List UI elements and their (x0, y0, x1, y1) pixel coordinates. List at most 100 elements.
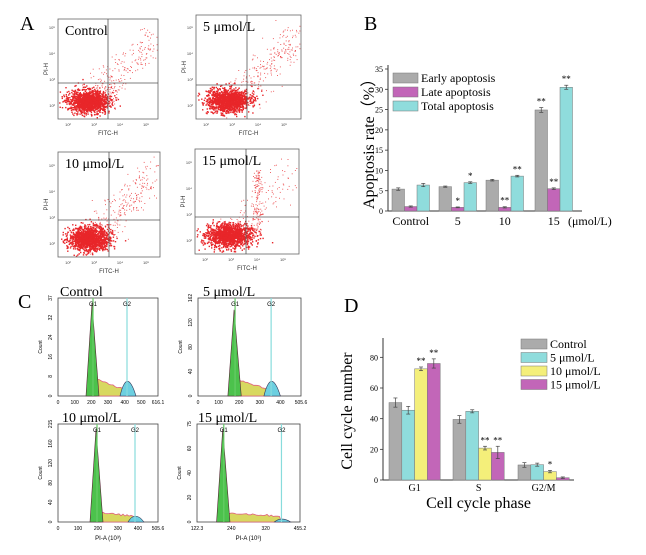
scatter-point (101, 99, 104, 101)
scatter-point (273, 56, 275, 58)
scatter-point (92, 240, 94, 243)
scatter-point (102, 95, 104, 97)
scatter-point (208, 90, 210, 92)
scatter-point (213, 92, 215, 94)
scatter-point (294, 50, 296, 52)
scatter-point (120, 209, 122, 211)
scatter-point (201, 102, 204, 104)
scatter-point (228, 108, 230, 110)
scatter-point (101, 83, 103, 85)
scatter-point (154, 171, 156, 173)
scatter-point (139, 57, 141, 59)
scatter-point (125, 53, 127, 55)
scatter-point (141, 185, 143, 187)
scatter-point (295, 36, 297, 38)
scatter-point (87, 113, 89, 115)
scatter-point (232, 96, 235, 98)
scatter-point (81, 230, 83, 233)
scatter-point (245, 90, 247, 93)
scatter-point (90, 72, 91, 74)
scatter-point (239, 100, 241, 103)
scatter-point (84, 230, 86, 232)
scatter-point (140, 59, 142, 61)
scatter-point (94, 103, 96, 105)
scatter-point (230, 87, 232, 89)
scatter-point (89, 244, 92, 246)
scatter-point (86, 238, 88, 241)
scatter-point (124, 209, 126, 211)
scatter-point (228, 94, 230, 97)
scatter-point (222, 92, 224, 94)
scatter-point (122, 195, 124, 197)
scatter-point (118, 59, 120, 61)
scatter-point (120, 214, 122, 216)
scatter-point (299, 25, 301, 27)
scatter-point (299, 43, 301, 45)
scatter-point (233, 107, 236, 110)
scatter-point (236, 111, 238, 113)
scatter-point (76, 113, 78, 115)
scatter-point (260, 60, 262, 62)
scatter-point (85, 94, 88, 96)
scatter-point (290, 61, 292, 63)
scatter-point (66, 103, 68, 105)
scatter-point (84, 100, 86, 102)
scatter-point (99, 247, 102, 249)
scatter-point (109, 201, 110, 203)
scatter-point (100, 247, 103, 249)
scatter-point (223, 107, 225, 109)
scatter-point (248, 111, 250, 113)
scatter-point (91, 246, 93, 248)
scatter-point (247, 98, 249, 100)
scatter-point (96, 227, 98, 229)
scatter-point (87, 100, 90, 102)
scatter-point (102, 246, 104, 249)
scatter-point (81, 237, 83, 239)
scatter-point (103, 66, 105, 68)
scatter-point (102, 102, 104, 104)
scatter-point (72, 93, 74, 95)
scatter-point (92, 227, 95, 229)
scatter-point (244, 99, 246, 102)
scatter-point (62, 234, 64, 236)
scatter-point (101, 245, 104, 247)
scatter-point (92, 223, 94, 225)
scatter-point (225, 96, 227, 98)
y-tick-label: 10⁵ (187, 25, 193, 30)
scatter-point (211, 97, 214, 99)
scatter-point (245, 100, 248, 102)
scatter-point (74, 248, 77, 250)
scatter-point (74, 89, 77, 92)
scatter-point (240, 96, 242, 98)
scatter-point (84, 94, 86, 96)
scatter-point (149, 197, 151, 199)
scatter-point (148, 62, 150, 64)
scatter-point (100, 232, 102, 234)
scatter-point (235, 78, 237, 80)
scatter-point (232, 93, 234, 95)
scatter-point (236, 115, 238, 118)
scatter-point (104, 199, 106, 201)
scatter-point (99, 228, 102, 231)
scatter-point (260, 64, 261, 66)
scatter-point (205, 100, 208, 103)
scatter-point (94, 241, 97, 243)
scatter-point (226, 101, 229, 103)
scatter-point (92, 96, 94, 98)
scatter-point (89, 87, 91, 90)
scatter-point (283, 47, 285, 49)
scatter-point (224, 88, 226, 90)
scatter-point (209, 92, 212, 94)
scatter-point (70, 245, 72, 248)
scatter-point (88, 230, 90, 233)
scatter-point (86, 245, 88, 247)
scatter-point (253, 76, 255, 78)
scatter-point (298, 32, 300, 34)
scatter-point (83, 94, 86, 97)
panel-label-a: A (20, 13, 35, 35)
scatter-point (111, 103, 113, 105)
scatter-point (98, 100, 100, 102)
scatter-point (96, 109, 98, 111)
scatter-point (68, 227, 71, 230)
scatter-point (102, 231, 104, 233)
